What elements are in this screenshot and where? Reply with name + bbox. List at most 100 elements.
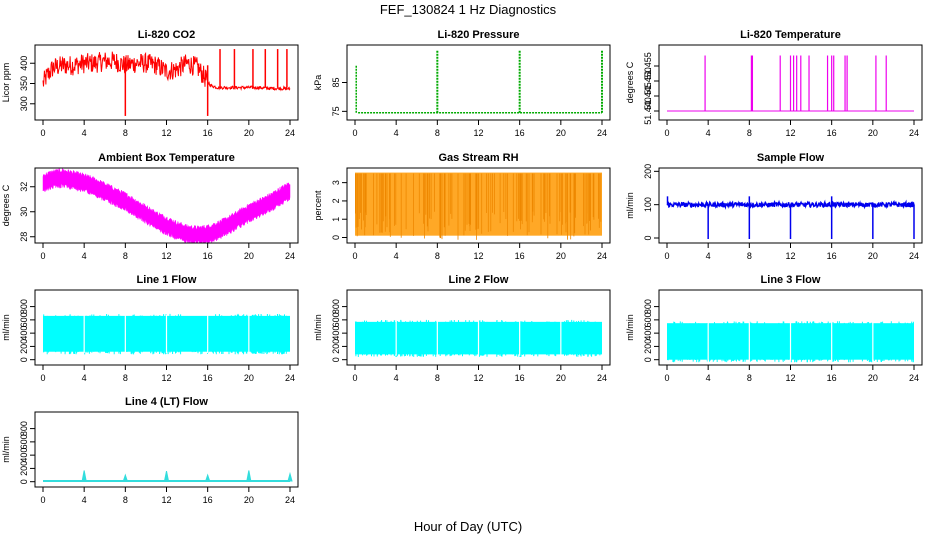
x-tick-label: 24 — [285, 251, 295, 261]
rh-dropouts — [355, 173, 602, 240]
y-tick-label: 32 — [19, 182, 29, 192]
line4-spike — [81, 470, 87, 482]
data-series — [355, 50, 603, 114]
x-tick-label: 16 — [203, 495, 213, 505]
panel-title: Li-820 Pressure — [438, 29, 520, 41]
panel-1: Li-820 CO2 Licor ppm 0 4 8 12 16 20 24 300 350 400 — [1, 29, 299, 138]
x-tick-label: 16 — [515, 128, 525, 138]
x-tick-label: 12 — [473, 373, 483, 383]
y-tick-label: 350 — [19, 76, 29, 91]
y-tick-label: 600 — [19, 312, 29, 327]
line4-spike — [246, 470, 252, 482]
x-tick-label: 8 — [435, 373, 440, 383]
x-tick-label: 20 — [244, 495, 254, 505]
y-tick-label: 0 — [19, 479, 29, 484]
panel-9: Line 3 Flow ml/min 0 4 8 12 16 20 24 0 20040060080… — [625, 274, 923, 383]
panel-3: Li-820 Temperature degrees C 0 4 8 12 16 20 24 51… — [625, 29, 923, 138]
x-tick-label: 20 — [868, 373, 878, 383]
x-tick-label: 8 — [123, 128, 128, 138]
x-tick-label: 8 — [747, 373, 752, 383]
y-tick-label: 2 — [331, 198, 341, 203]
x-tick-label: 0 — [664, 373, 669, 383]
flow-jitter — [667, 321, 914, 363]
x-tick-label: 12 — [785, 251, 795, 261]
y-axis-label: Licor ppm — [1, 63, 11, 103]
y-tick-label: 0 — [19, 357, 29, 362]
x-tick-label: 0 — [40, 251, 45, 261]
x-tick-label: 20 — [868, 251, 878, 261]
x-tick-label: 12 — [785, 373, 795, 383]
y-tick-label: 400 — [19, 448, 29, 463]
panel-8: Line 2 Flow ml/min 0 4 8 12 16 20 24 0 20040060080… — [313, 274, 611, 383]
x-tick-label: 0 — [40, 373, 45, 383]
y-tick-label: 400 — [331, 326, 341, 341]
x-tick-label: 8 — [747, 128, 752, 138]
data-series — [667, 321, 914, 363]
x-tick-label: 20 — [244, 128, 254, 138]
line4-spike — [287, 471, 293, 482]
x-tick-label: 20 — [868, 128, 878, 138]
x-tick-label: 20 — [244, 373, 254, 383]
data-series — [42, 168, 291, 243]
panel-7: Line 1 Flow ml/min 0 4 8 12 16 20 24 0 20040060080… — [1, 274, 299, 383]
data-series — [666, 196, 915, 239]
y-tick-label: 800 — [331, 299, 341, 314]
y-axis-label: degrees C — [1, 184, 11, 226]
y-tick-label: 100 — [643, 197, 653, 212]
x-tick-label: 16 — [203, 128, 213, 138]
x-tick-label: 24 — [285, 495, 295, 505]
x-tick-label: 16 — [827, 373, 837, 383]
x-tick-label: 24 — [597, 128, 607, 138]
y-tick-label: 3 — [331, 180, 341, 185]
plot-frame — [34, 44, 299, 121]
x-tick-label: 24 — [285, 373, 295, 383]
x-tick-label: 0 — [40, 495, 45, 505]
y-tick-label: 600 — [19, 434, 29, 449]
x-tick-label: 16 — [203, 251, 213, 261]
y-tick-label: 800 — [19, 421, 29, 436]
panel-4: Ambient Box Temperature degrees C 0 4 8 12 16 2… — [1, 152, 299, 261]
x-tick-label: 24 — [597, 251, 607, 261]
x-tick-label: 0 — [664, 251, 669, 261]
y-axis-label: ml/min — [1, 436, 11, 463]
x-tick-label: 16 — [827, 251, 837, 261]
x-tick-label: 12 — [161, 495, 171, 505]
x-tick-label: 16 — [515, 373, 525, 383]
x-tick-label: 4 — [706, 128, 711, 138]
x-tick-label: 8 — [747, 251, 752, 261]
panel-title: Ambient Box Temperature — [98, 152, 235, 164]
x-tick-label: 4 — [394, 251, 399, 261]
x-tick-label: 8 — [123, 495, 128, 505]
data-series — [42, 49, 291, 116]
x-tick-label: 24 — [597, 373, 607, 383]
y-axis-label: kPa — [313, 75, 323, 91]
y-tick-label: 200 — [19, 339, 29, 354]
data-series — [43, 470, 293, 483]
ambient-band — [42, 168, 291, 243]
y-axis-label: percent — [313, 190, 323, 221]
x-tick-label: 0 — [352, 128, 357, 138]
y-tick-label: 600 — [331, 312, 341, 327]
line4-spike — [163, 470, 170, 482]
y-tick-label: 0 — [331, 235, 341, 240]
panel-title: Line 2 Flow — [449, 274, 509, 286]
x-tick-label: 20 — [556, 251, 566, 261]
x-tick-label: 12 — [473, 128, 483, 138]
panel-title: Line 4 (LT) Flow — [125, 396, 208, 408]
x-tick-label: 8 — [123, 251, 128, 261]
y-tick-label: 400 — [19, 326, 29, 341]
y-tick-label: 51.450 — [643, 67, 653, 95]
x-tick-label: 16 — [515, 251, 525, 261]
x-axis-label: Hour of Day (UTC) — [413, 519, 523, 534]
y-axis-label: ml/min — [313, 314, 323, 341]
x-tick-label: 12 — [161, 128, 171, 138]
x-tick-label: 8 — [435, 251, 440, 261]
y-axis-label: ml/min — [625, 314, 635, 341]
y-tick-label: 400 — [19, 56, 29, 71]
y-axis-label: ml/min — [625, 192, 635, 219]
panel-title: Line 3 Flow — [761, 274, 821, 286]
x-tick-label: 4 — [82, 373, 87, 383]
x-tick-label: 20 — [556, 128, 566, 138]
x-tick-label: 16 — [827, 128, 837, 138]
